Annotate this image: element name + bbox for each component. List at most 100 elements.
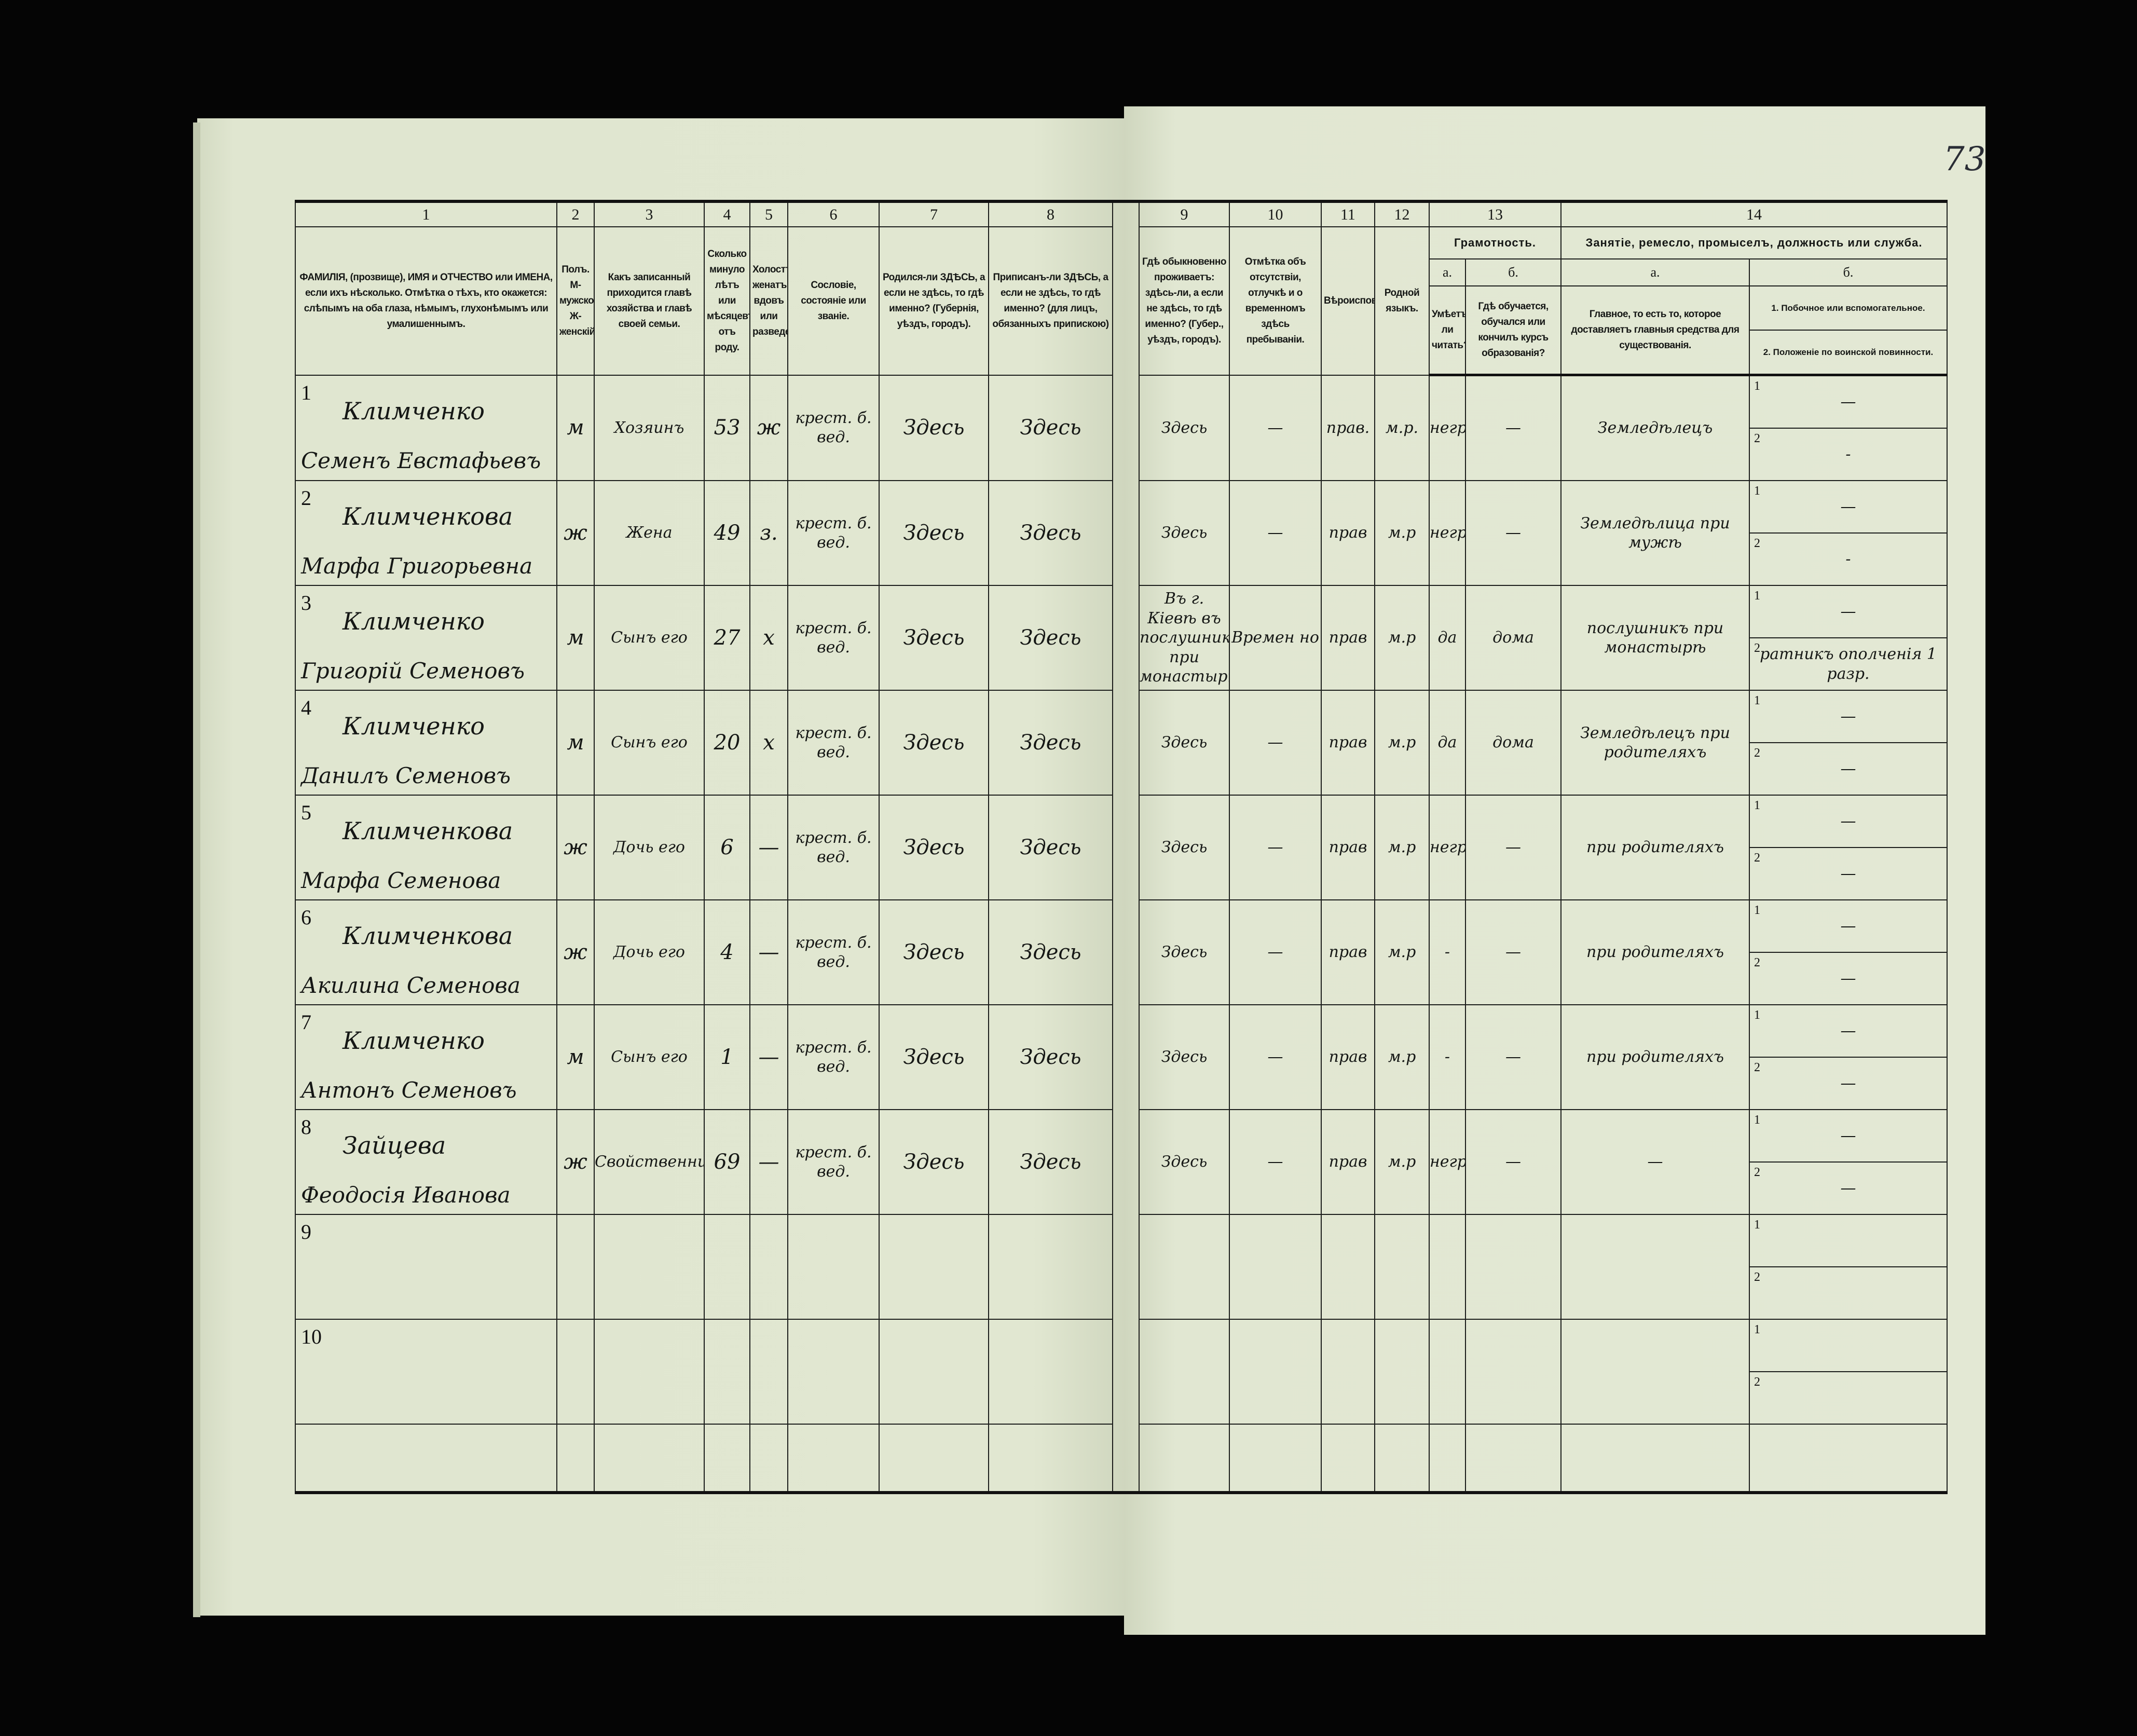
can-read-cell [1429, 1214, 1466, 1320]
registered-cell: Здесь [988, 795, 1113, 900]
col-number: 14 [1560, 200, 1948, 227]
education-cell [1465, 1214, 1561, 1320]
religion-cell: прав [1321, 899, 1375, 1005]
empty-cell [1749, 1424, 1948, 1494]
secondary-occupation: 1 [1750, 1215, 1946, 1267]
header-military-status: 2. Положеніе по воинской повинности. [1763, 347, 1934, 357]
relation-cell [594, 1214, 705, 1320]
header-number-row: 1 2 3 4 5 6 7 8 9 10 11 12 13 14 [295, 200, 1948, 375]
residence-cell: Здесь [1139, 690, 1230, 796]
residence-cell: Здесь [1139, 480, 1230, 586]
can-read-cell: - [1429, 1004, 1466, 1110]
secondary-occupation: 1— [1750, 796, 1946, 848]
col-number: 8 [988, 200, 1113, 227]
page-fold [1113, 375, 1139, 481]
registered-cell: Здесь [988, 1004, 1113, 1110]
side-occupation-split: 1—2- [1750, 376, 1946, 480]
col-number: 3 [594, 200, 705, 227]
table-bottom-row [295, 1424, 1948, 1494]
language-cell [1374, 1319, 1430, 1425]
side-occupation-split: 1—2- [1750, 482, 1946, 584]
page-fold [1113, 1005, 1139, 1110]
sex-cell: ж [556, 795, 595, 900]
page-edge [193, 122, 200, 1617]
sex-cell: ж [556, 899, 595, 1005]
occupation-cell [1560, 1214, 1750, 1320]
sex-cell: м [556, 374, 595, 481]
residence-cell: Здесь [1139, 1109, 1230, 1215]
registered-cell: Здесь [988, 690, 1113, 796]
empty-cell [879, 1424, 989, 1494]
row-number: 9 [301, 1220, 311, 1243]
table-row: 6 Климченкова Акилина Семенова ж Дочь его 4— к… [295, 899, 1948, 1005]
sex-cell [556, 1214, 595, 1320]
estate-cell [787, 1214, 880, 1320]
row-number: 2 [301, 486, 311, 510]
name-cell: 9 [295, 1214, 557, 1320]
name-cell: 1 Климченко Семенъ Евстафьевъ [295, 374, 557, 481]
residence-cell: Здесь [1139, 374, 1230, 481]
absence-cell: — [1229, 899, 1322, 1005]
education-cell: — [1465, 480, 1561, 586]
education-cell: дома [1465, 585, 1561, 691]
name-cell: 10 [295, 1319, 557, 1425]
header-absence: Отмѣтка объ отсутствіи, отлучкѣ и о врем… [1229, 226, 1322, 376]
birthplace-cell: Здесь [879, 690, 989, 796]
relation-cell: Свойственница [594, 1109, 705, 1215]
marital-cell: — [749, 1004, 788, 1110]
marital-cell: х [749, 585, 788, 691]
language-cell: м.р [1374, 690, 1430, 796]
header-can-read: Умѣетъ-ли читать? [1429, 285, 1466, 376]
secondary-occupation: 1— [1750, 1111, 1946, 1163]
can-read-cell [1429, 1319, 1466, 1425]
page-fold [1113, 200, 1139, 375]
military-status: 2— [1750, 1058, 1946, 1109]
religion-cell [1321, 1319, 1375, 1425]
sub-label: 2 [1754, 1061, 1760, 1074]
given-name-patronymic: Семенъ Евстафьевъ [301, 447, 541, 473]
absence-cell: — [1229, 374, 1322, 481]
absence-cell: — [1229, 795, 1322, 900]
absence-cell [1229, 1319, 1322, 1425]
name-cell: 3 Климченко Григорій Семеновъ [295, 585, 557, 691]
page-fold [1113, 481, 1139, 585]
occupation-cell [1560, 1319, 1750, 1425]
birthplace-cell: Здесь [879, 480, 989, 586]
education-cell [1465, 1319, 1561, 1425]
sub-label: 2 [1754, 432, 1760, 445]
secondary-occupation: 1— [1750, 691, 1946, 743]
side-occupation-cell: 1—2- [1749, 480, 1948, 586]
marital-cell [749, 1214, 788, 1320]
language-cell: м.р [1374, 585, 1430, 691]
page-fold [1113, 1424, 1139, 1494]
surname: Климченко [343, 712, 485, 740]
birthplace-cell: Здесь [879, 1109, 989, 1215]
page-fold [1113, 900, 1139, 1005]
relation-cell: Сынъ его [594, 690, 705, 796]
empty-cell [594, 1424, 705, 1494]
sub-label: 1 [1754, 799, 1760, 812]
marital-cell: ж [749, 374, 788, 481]
side-occupation-cell: 1—2 ратникъ ополченія 1 разр. [1749, 585, 1948, 691]
surname: Климченкова [343, 817, 513, 845]
row-number: 10 [301, 1325, 322, 1348]
estate-cell [787, 1319, 880, 1425]
sub-label: 2 [1754, 851, 1760, 865]
header-13a-label: а. [1429, 258, 1466, 286]
birthplace-cell [879, 1319, 989, 1425]
military-status: 2- [1750, 534, 1946, 584]
header-14b-label: б. [1749, 258, 1948, 286]
military-status: 2— [1750, 953, 1946, 1004]
side-occupation-cell: 1—2— [1749, 795, 1948, 900]
registered-cell: Здесь [988, 1109, 1113, 1215]
empty-cell [556, 1424, 595, 1494]
marital-cell: — [749, 899, 788, 1005]
sub-value: — [1840, 759, 1856, 778]
occupation-cell: — [1560, 1109, 1750, 1215]
age-cell: 69 [704, 1109, 750, 1215]
sub-label: 2 [1754, 956, 1760, 969]
religion-cell [1321, 1214, 1375, 1320]
sub-label: 2 [1754, 1375, 1760, 1389]
